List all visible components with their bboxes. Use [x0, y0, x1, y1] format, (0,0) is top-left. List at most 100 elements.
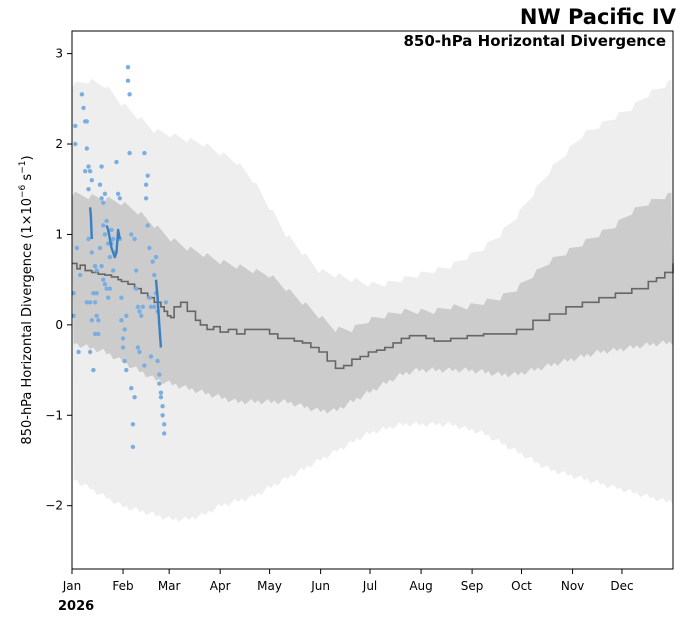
x-tick-label: Feb	[112, 579, 133, 593]
observed-point	[145, 223, 150, 228]
outer-percentile-band	[72, 78, 673, 523]
observed-point	[134, 268, 139, 273]
observed-point	[129, 386, 134, 391]
observed-point	[135, 345, 141, 350]
observed-point	[76, 349, 81, 355]
y-tick-label: 1	[55, 227, 63, 241]
observed-point	[86, 164, 91, 169]
observed-point	[99, 164, 104, 169]
y-axis-label-exp2: −1	[18, 161, 28, 174]
observed-point	[127, 150, 132, 156]
observed-point	[89, 318, 95, 323]
observed-point	[87, 169, 93, 174]
y-axis-label-end: )	[20, 155, 35, 160]
observed-point	[119, 295, 124, 300]
x-tick-label: Jan	[62, 579, 82, 593]
y-axis-label-main: 850-hPa Horizontal Divergence (1×10	[20, 198, 35, 445]
observed-point	[160, 404, 165, 409]
obs-line-layer	[88, 207, 163, 348]
observed-point	[94, 268, 99, 273]
observed-point	[99, 196, 104, 201]
x-tick-label: Dec	[610, 579, 633, 593]
observed-point	[150, 259, 155, 264]
observed-point	[142, 150, 147, 156]
observed-point	[125, 78, 131, 83]
observed-point	[155, 358, 160, 364]
observed-point	[87, 349, 93, 355]
y-axis-label-exp1: −6	[18, 184, 28, 198]
observed-point	[97, 182, 103, 187]
observed-point	[94, 313, 99, 318]
y-tick-label: −1	[45, 408, 63, 422]
observed-point	[92, 263, 98, 269]
observed-point	[104, 218, 109, 224]
observed-point	[124, 313, 129, 318]
observed-point	[86, 236, 91, 242]
observed-point	[114, 159, 119, 165]
observed-point	[101, 223, 106, 228]
observed-point	[91, 291, 96, 296]
observed-point	[137, 349, 142, 355]
observed-point	[132, 236, 137, 242]
observed-point	[99, 263, 104, 269]
observed-point	[87, 300, 93, 305]
observed-point	[89, 178, 95, 183]
observed-running-mean-line	[154, 279, 163, 348]
observed-point	[97, 245, 103, 251]
observed-point	[91, 367, 96, 373]
observed-point	[143, 182, 149, 187]
observed-point	[147, 245, 152, 251]
observed-point	[134, 286, 139, 291]
observed-point	[96, 331, 101, 337]
observed-point	[115, 191, 121, 196]
observed-point	[152, 304, 157, 309]
observed-point	[122, 358, 127, 364]
observed-point	[102, 232, 108, 237]
observed-running-mean-line	[88, 207, 93, 240]
observed-point	[73, 123, 78, 129]
observed-point	[157, 381, 162, 386]
observed-point	[124, 367, 129, 373]
observed-point	[157, 372, 162, 377]
observed-point	[122, 327, 127, 332]
observed-point	[163, 300, 169, 305]
observed-point	[129, 232, 134, 237]
observed-point	[101, 277, 106, 282]
x-tick-label: Jul	[362, 579, 377, 593]
chart-subtitle: 850-hPa Horizontal Divergence	[403, 32, 666, 50]
observed-running-mean-line	[105, 224, 121, 259]
observed-point	[84, 146, 90, 151]
observed-point	[74, 245, 80, 251]
observed-point	[132, 395, 137, 400]
y-tick-label: 3	[55, 47, 63, 61]
observed-point	[158, 395, 164, 400]
plot-frame	[71, 30, 674, 570]
y-axis-label: 850-hPa Horizontal Divergence (1×10−6 s−…	[18, 155, 35, 444]
observed-point	[92, 300, 98, 305]
observed-point	[137, 309, 142, 314]
y-tick-label: −2	[45, 499, 63, 513]
x-tick-label: May	[257, 579, 282, 593]
observed-point	[160, 413, 165, 418]
observed-point	[119, 318, 124, 323]
inner-percentile-band	[72, 191, 673, 414]
observed-point	[83, 169, 88, 174]
chart-title: NW Pacific IV	[520, 5, 677, 29]
observed-point	[81, 105, 86, 111]
observed-point	[86, 187, 91, 192]
y-axis-label-mid: s	[20, 174, 35, 185]
observed-point	[94, 291, 99, 296]
x-tick-label: Sep	[461, 579, 484, 593]
observed-point	[152, 272, 157, 278]
observed-point	[120, 336, 126, 341]
observed-point	[143, 196, 149, 201]
observed-point	[73, 141, 78, 147]
observed-point	[78, 272, 83, 278]
x-tick-label: Jun	[310, 579, 330, 593]
observed-point	[142, 363, 147, 368]
observed-point	[162, 422, 167, 427]
x-tick-label: Aug	[409, 579, 432, 593]
observed-point	[102, 191, 108, 196]
x-tick-label: Apr	[210, 579, 231, 593]
